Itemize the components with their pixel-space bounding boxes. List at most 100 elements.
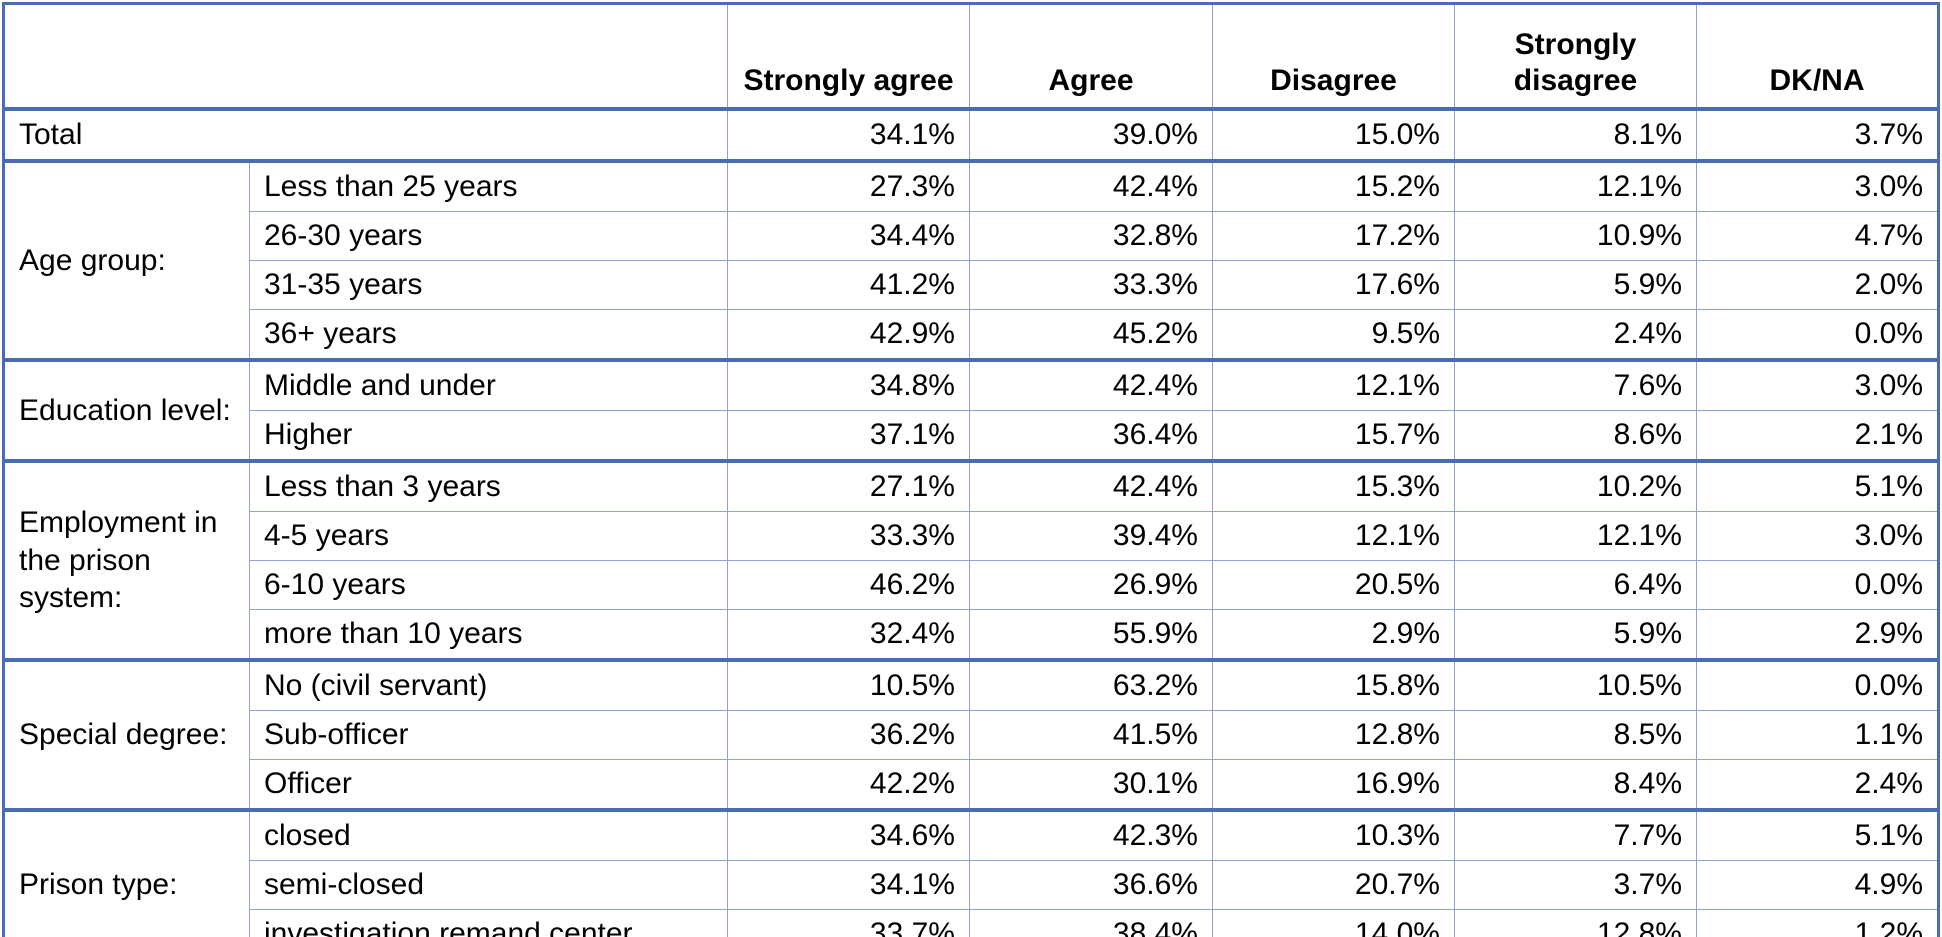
value-cell: 2.9% (1696, 609, 1939, 662)
data-row: Higher 37.1% 36.4% 15.7% 8.6% 2.1% (4, 410, 1939, 463)
column-header: Strongly agree (727, 3, 970, 111)
column-header: Disagree (1212, 3, 1455, 111)
value-cell: 33.3% (969, 260, 1213, 310)
value-cell: 12.1% (1212, 359, 1455, 411)
value-cell: 36.6% (969, 860, 1213, 910)
value-cell: 2.4% (1454, 309, 1697, 362)
value-cell: 15.3% (1212, 460, 1455, 512)
value-cell: 17.6% (1212, 260, 1455, 310)
value-cell: 15.8% (1212, 659, 1455, 711)
value-cell: 34.4% (727, 211, 970, 261)
data-row: Education level: Middle and under 34.8% 42.… (3, 359, 1939, 463)
value-cell: 14.0% (1212, 909, 1455, 937)
value-cell: 42.4% (969, 460, 1213, 512)
value-cell: 38.4% (969, 909, 1213, 937)
value-cell: 36.2% (727, 710, 970, 760)
row-label: 26-30 years (249, 211, 728, 261)
group-label: Special degree: (3, 659, 250, 812)
value-cell: 3.0% (1696, 511, 1939, 561)
value-cell: 27.1% (727, 460, 970, 512)
value-cell: 41.2% (727, 260, 970, 310)
value-cell: 42.3% (969, 809, 1213, 861)
value-cell: 27.3% (727, 160, 970, 212)
value-cell: 1.1% (1696, 710, 1939, 760)
row-label: No (civil servant) (249, 659, 728, 711)
value-cell: 16.9% (1212, 759, 1455, 812)
value-cell: 17.2% (1212, 211, 1455, 261)
group-label: Employment in the prison system: (3, 460, 250, 662)
value-cell: 20.7% (1212, 860, 1455, 910)
value-cell: 10.5% (1454, 659, 1697, 711)
value-cell: 3.7% (1454, 860, 1697, 910)
value-cell: 2.4% (1696, 759, 1939, 812)
value-cell: 12.1% (1212, 511, 1455, 561)
value-cell: 37.1% (727, 410, 970, 463)
value-cell: 39.4% (969, 511, 1213, 561)
table-body: Strongly agree Agree Disagree Strongly disa… (3, 3, 1939, 937)
value-cell: 8.1% (1454, 108, 1697, 163)
value-cell: 0.0% (1696, 659, 1939, 711)
value-cell: 41.5% (969, 710, 1213, 760)
value-cell: 33.3% (727, 511, 970, 561)
value-cell: 5.1% (1696, 809, 1939, 861)
row-label: 36+ years (249, 309, 728, 362)
data-row: 4-5 years 33.3% 39.4% 12.1% 12.1% 3.0% (4, 511, 1939, 561)
row-label: Officer (249, 759, 728, 812)
value-cell: 32.4% (727, 609, 970, 662)
row-label: 4-5 years (249, 511, 728, 561)
value-cell: 39.0% (969, 108, 1213, 163)
value-cell: 8.5% (1454, 710, 1697, 760)
data-row: Prison type: closed 34.6% 42.3% 10.3% 7.7% 5.1… (3, 809, 1939, 937)
value-cell: 2.9% (1212, 609, 1455, 662)
row-label: Higher (249, 410, 728, 463)
group-label: Education level: (3, 359, 250, 463)
value-cell: 45.2% (969, 309, 1213, 362)
data-row: investigation remand center 33.7% 38.4% 14.… (4, 909, 1939, 937)
value-cell: 63.2% (969, 659, 1213, 711)
value-cell: 20.5% (1212, 560, 1455, 610)
value-cell: 5.1% (1696, 460, 1939, 512)
value-cell: 4.7% (1696, 211, 1939, 261)
row-label: 31-35 years (249, 260, 728, 310)
value-cell: 3.7% (1696, 108, 1939, 163)
value-cell: 36.4% (969, 410, 1213, 463)
data-row: Special degree: No (civil servant) 10.5% 63… (3, 659, 1939, 812)
data-row: Sub-officer 36.2% 41.5% 12.8% 8.5% 1.1% (4, 710, 1939, 760)
value-cell: 10.5% (727, 659, 970, 711)
data-row: semi-closed 34.1% 36.6% 20.7% 3.7% 4.9% (4, 860, 1939, 910)
value-cell: 2.1% (1696, 410, 1939, 463)
data-row: 6-10 years 46.2% 26.9% 20.5% 6.4% 0.0% (4, 560, 1939, 610)
row-label: 6-10 years (249, 560, 728, 610)
value-cell: 34.1% (727, 108, 970, 163)
data-row: Age group: Less than 25 years 27.3% 42.4% 15… (3, 160, 1939, 362)
group-label: Age group: (3, 160, 250, 362)
column-header: DK/NA (1696, 3, 1939, 111)
data-row: more than 10 years 32.4% 55.9% 2.9% 5.9% 2.9% (4, 609, 1939, 662)
row-label: more than 10 years (249, 609, 728, 662)
data-row: 26-30 years 34.4% 32.8% 17.2% 10.9% 4.7% (4, 211, 1939, 261)
value-cell: 10.3% (1212, 809, 1455, 861)
group-label: Prison type: (3, 809, 250, 937)
value-cell: 5.9% (1454, 260, 1697, 310)
value-cell: 33.7% (727, 909, 970, 937)
value-cell: 12.8% (1454, 909, 1697, 937)
data-row: Officer 42.2% 30.1% 16.9% 8.4% 2.4% (4, 759, 1939, 812)
value-cell: 9.5% (1212, 309, 1455, 362)
data-row: Employment in the prison system: Less tha… (3, 460, 1939, 662)
value-cell: 12.1% (1454, 511, 1697, 561)
value-cell: 32.8% (969, 211, 1213, 261)
row-label: Less than 3 years (249, 460, 728, 512)
value-cell: 1.2% (1696, 909, 1939, 937)
row-label: Total (3, 108, 728, 163)
value-cell: 55.9% (969, 609, 1213, 662)
row-label: investigation remand center (249, 909, 728, 937)
value-cell: 42.4% (969, 359, 1213, 411)
value-cell: 8.4% (1454, 759, 1697, 812)
row-label: Less than 25 years (249, 160, 728, 212)
value-cell: 10.2% (1454, 460, 1697, 512)
value-cell: 34.6% (727, 809, 970, 861)
value-cell: 5.9% (1454, 609, 1697, 662)
value-cell: 7.6% (1454, 359, 1697, 411)
row-label: Sub-officer (249, 710, 728, 760)
